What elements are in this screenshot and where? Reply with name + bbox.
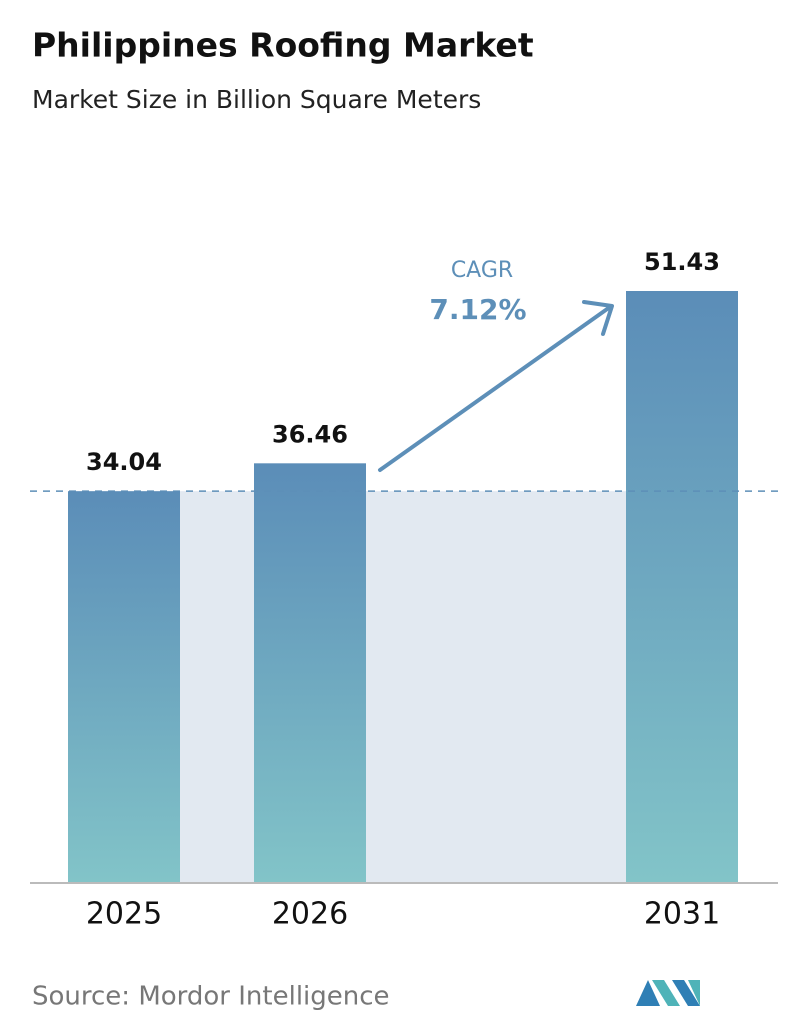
reference-band xyxy=(180,491,626,883)
source: Source: Mordor Intelligence xyxy=(32,982,390,1012)
value-label: 36.46 xyxy=(272,420,348,448)
cagr-arrow xyxy=(378,300,614,472)
value-label: 34.04 xyxy=(86,448,162,476)
bar xyxy=(626,291,738,883)
chart-subtitle: Market Size in Billion Square Meters xyxy=(32,85,481,114)
cagr-value: 7.12% xyxy=(429,293,526,326)
bar xyxy=(68,491,180,883)
logo xyxy=(636,980,700,1006)
x-tick-label: 2031 xyxy=(644,897,720,932)
bar xyxy=(254,463,366,883)
cagr-label: CAGR xyxy=(451,258,513,283)
x-tick-label: 2025 xyxy=(86,897,162,932)
chart-title: Philippines Roofing Market xyxy=(32,26,534,65)
value-label: 51.43 xyxy=(644,248,720,276)
x-tick-label: 2026 xyxy=(272,897,348,932)
